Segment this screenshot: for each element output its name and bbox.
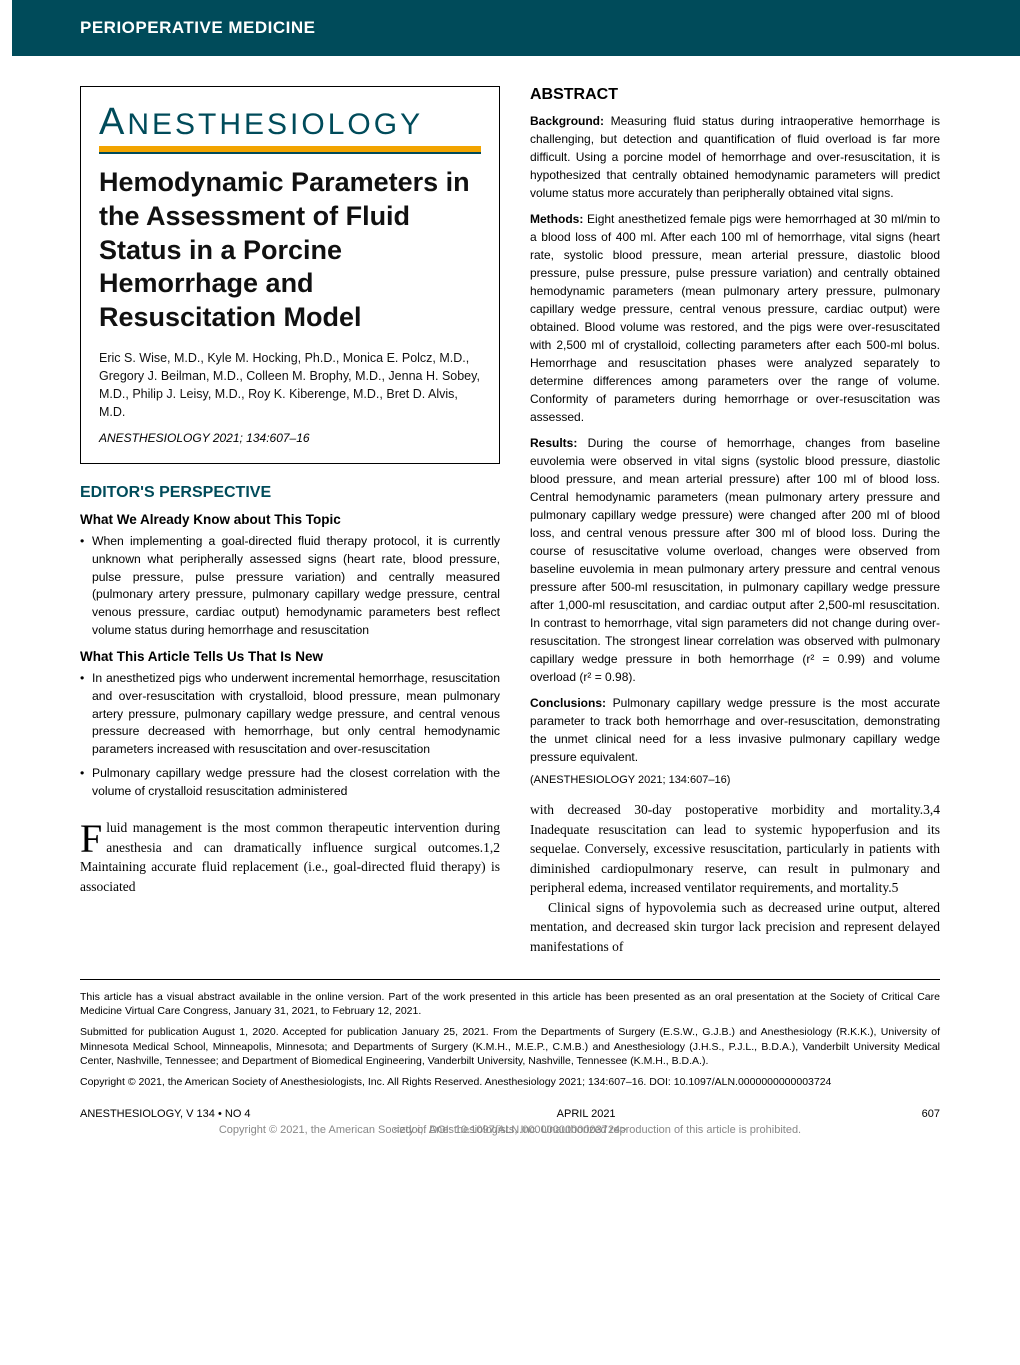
- abstract-bg-label: Background:: [530, 114, 604, 128]
- abstract-co-label: Conclusions:: [530, 696, 606, 710]
- body-right-para1: with decreased 30-day postoperative morb…: [530, 800, 940, 898]
- editor-bullet: In anesthetized pigs who underwent incre…: [80, 670, 500, 758]
- editor-sub1: What We Already Know about This Topic: [80, 512, 500, 527]
- journal-initial: A: [99, 101, 127, 143]
- footer-center: APRIL 2021: [557, 1108, 616, 1120]
- header-stripe: [0, 0, 12, 56]
- abstract-cite: (ANESTHESIOLOGY 2021; 134:607–16): [530, 774, 940, 786]
- abstract-heading: ABSTRACT: [530, 86, 940, 104]
- abstract-re-label: Results:: [530, 436, 577, 450]
- body-left-para: Fluid management is the most common ther…: [80, 818, 500, 896]
- citation: ANESTHESIOLOGY 2021; 134:607–16: [99, 431, 481, 445]
- abstract-re-text: During the course of hemorrhage, changes…: [530, 436, 940, 684]
- editor-heading: EDITOR'S PERSPECTIVE: [80, 484, 500, 502]
- main-content: ANESTHESIOLOGY Hemodynamic Parameters in…: [0, 56, 1020, 957]
- page-footer: ANESTHESIOLOGY, V 134 • NO 4 APRIL 2021 …: [80, 1108, 940, 1120]
- editor-bullet: When implementing a goal-directed fluid …: [80, 533, 500, 639]
- abstract-conclusions: Conclusions: Pulmonary capillary wedge p…: [530, 694, 940, 766]
- abstract-background: Background: Measuring fluid status durin…: [530, 112, 940, 202]
- section-label: PERIOPERATIVE MEDICINE: [80, 18, 316, 37]
- abstract-me-label: Methods:: [530, 212, 583, 226]
- footer-note2: Submitted for publication August 1, 2020…: [80, 1025, 940, 1069]
- editor-bullet: Pulmonary capillary wedge pressure had t…: [80, 765, 500, 800]
- abstract-methods: Methods: Eight anesthetized female pigs …: [530, 210, 940, 426]
- footer-page-number: 607: [922, 1108, 940, 1120]
- dropcap: F: [80, 818, 106, 856]
- body-right-para2: Clinical signs of hypovolemia such as de…: [530, 898, 940, 957]
- editor-sub2: What This Article Tells Us That Is New: [80, 649, 500, 664]
- body-left-text: luid management is the most common thera…: [80, 820, 500, 894]
- footer-note3: Copyright © 2021, the American Society o…: [80, 1075, 940, 1090]
- left-column: ANESTHESIOLOGY Hemodynamic Parameters in…: [80, 86, 500, 957]
- footer-left: ANESTHESIOLOGY, V 134 • NO 4: [80, 1108, 251, 1120]
- section-header: PERIOPERATIVE MEDICINE: [0, 0, 1020, 56]
- abstract-me-text: Eight anesthetized female pigs were hemo…: [530, 212, 940, 424]
- editor-bullets-1: When implementing a goal-directed fluid …: [80, 533, 500, 639]
- footer-notes: This article has a visual abstract avail…: [80, 979, 940, 1090]
- journal-underline: [99, 146, 481, 154]
- author-list: Eric S. Wise, M.D., Kyle M. Hocking, Ph.…: [99, 349, 481, 422]
- title-box: ANESTHESIOLOGY Hemodynamic Parameters in…: [80, 86, 500, 464]
- right-column: ABSTRACT Background: Measuring fluid sta…: [530, 86, 940, 957]
- journal-rest: NESTHESIOLOGY: [127, 108, 423, 141]
- abstract-results: Results: During the course of hemorrhage…: [530, 434, 940, 686]
- footer-note1: This article has a visual abstract avail…: [80, 990, 940, 1019]
- journal-name: ANESTHESIOLOGY: [99, 101, 481, 144]
- editor-bullets-2: In anesthetized pigs who underwent incre…: [80, 670, 500, 800]
- doi-overlay: <zdoi;. DOI: 10.1097/ALN.000000000000372…: [0, 1124, 1020, 1136]
- article-title: Hemodynamic Parameters in the Assessment…: [99, 166, 481, 335]
